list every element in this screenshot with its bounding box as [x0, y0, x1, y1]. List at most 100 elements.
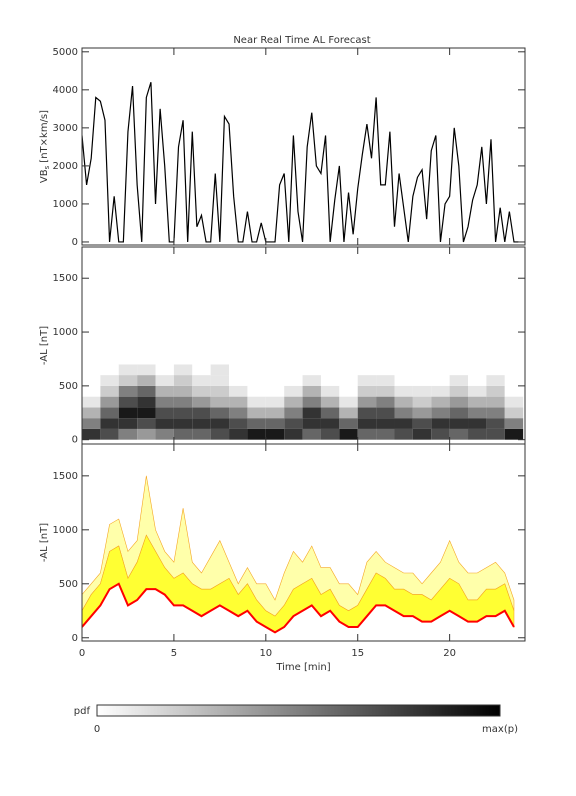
heatmap-cell	[229, 364, 248, 376]
heatmap-cell	[320, 375, 340, 386]
heatmap-cell	[192, 364, 211, 376]
heatmap-cell	[155, 418, 174, 429]
y-axis-label-unit: [nT×km/s]	[39, 110, 50, 163]
heatmap-cell	[376, 385, 395, 397]
heatmap-cell	[504, 418, 524, 429]
heatmap-cell	[431, 375, 450, 386]
heatmap-cell	[412, 375, 432, 386]
heatmap-cell	[118, 418, 138, 429]
heatmap-cell	[173, 385, 193, 397]
heatmap-cell	[247, 428, 266, 440]
heatmap-cell	[192, 353, 211, 365]
heatmap-cell	[137, 353, 156, 365]
heatmap-cell	[449, 418, 469, 429]
y-tick-label: 500	[59, 579, 78, 590]
heatmap-cell	[100, 418, 119, 429]
heatmap-cell	[100, 375, 119, 386]
heatmap-cell	[100, 428, 119, 440]
heatmap-cell	[320, 418, 340, 429]
heatmap-cell	[173, 375, 193, 386]
heatmap-cell	[284, 428, 303, 440]
heatmap-cell	[210, 428, 230, 440]
heatmap-cell	[302, 364, 321, 376]
heatmap-cell	[82, 418, 101, 429]
heatmap-cell	[468, 428, 487, 440]
heatmap-cell	[155, 375, 174, 386]
heatmap-cell	[210, 396, 230, 408]
heatmap-cell	[486, 364, 505, 376]
colorbar-max: max(p)	[482, 724, 518, 735]
heatmap-cell	[210, 418, 230, 429]
heatmap-cell	[137, 375, 156, 386]
heatmap-cell	[192, 428, 211, 440]
heatmap-cell	[376, 364, 395, 376]
heatmap-cell	[247, 353, 266, 365]
heatmap-cell	[100, 407, 119, 419]
heatmap-cell	[192, 407, 211, 419]
heatmap-cell	[468, 353, 487, 365]
heatmap-cell	[412, 396, 432, 408]
y-axis-label: VBs [nT×km/s]	[39, 110, 51, 183]
plot-area	[82, 82, 519, 243]
heatmap-cell	[100, 353, 119, 365]
heatmap-cell	[210, 353, 230, 365]
plot-area	[82, 353, 524, 440]
heatmap-cell	[100, 364, 119, 376]
heatmap-cell	[376, 418, 395, 429]
heatmap-cell	[486, 353, 505, 365]
heatmap-cell	[229, 428, 248, 440]
heatmap-cell	[265, 385, 285, 397]
heatmap-cell	[137, 418, 156, 429]
heatmap-cell	[229, 353, 248, 365]
heatmap-cell	[376, 396, 395, 408]
colorbar-min: 0	[94, 724, 100, 735]
heatmap-cell	[284, 396, 303, 408]
heatmap-cell	[449, 407, 469, 419]
heatmap-cell	[486, 418, 505, 429]
heatmap-cell	[394, 364, 413, 376]
y-axis-label-sub: s	[43, 165, 51, 169]
heatmap-cell	[339, 375, 358, 386]
heatmap-cell	[357, 418, 377, 429]
heatmap-cell	[449, 364, 469, 376]
heatmap-cell	[247, 385, 266, 397]
heatmap-cell	[229, 418, 248, 429]
heatmap-cell	[82, 375, 101, 386]
heatmap-cell	[192, 418, 211, 429]
heatmap-cell	[302, 418, 321, 429]
heatmap-cell	[394, 418, 413, 429]
heatmap-cell	[247, 407, 266, 419]
y-tick-label: 0	[72, 237, 78, 248]
y-axis-label: -AL [nT]	[39, 523, 50, 562]
heatmap-cell	[302, 407, 321, 419]
heatmap-cell	[155, 407, 174, 419]
heatmap-cell	[468, 364, 487, 376]
heatmap-cell	[357, 353, 377, 365]
heatmap-cell	[173, 396, 193, 408]
y-axis-label-main: VB	[39, 169, 50, 183]
heatmap-cell	[173, 428, 193, 440]
heatmap-cell	[82, 407, 101, 419]
heatmap-cell	[229, 407, 248, 419]
heatmap-cell	[192, 396, 211, 408]
heatmap-cell	[229, 385, 248, 397]
heatmap-cell	[173, 364, 193, 376]
heatmap-cell	[449, 385, 469, 397]
y-tick-label: 1000	[53, 199, 78, 210]
heatmap-cell	[431, 418, 450, 429]
axes-box	[81, 443, 526, 642]
heatmap-cell	[82, 385, 101, 397]
x-tick-label: 0	[79, 648, 85, 659]
heatmap-cell	[155, 428, 174, 440]
heatmap-cell	[449, 396, 469, 408]
heatmap-cell	[247, 418, 266, 429]
heatmap-cell	[82, 364, 101, 376]
heatmap-cell	[265, 353, 285, 365]
heatmap-cell	[486, 428, 505, 440]
heatmap-cell	[82, 353, 101, 365]
heatmap-cell	[118, 375, 138, 386]
heatmap-cell	[394, 396, 413, 408]
heatmap-cell	[431, 385, 450, 397]
heatmap-cell	[302, 385, 321, 397]
